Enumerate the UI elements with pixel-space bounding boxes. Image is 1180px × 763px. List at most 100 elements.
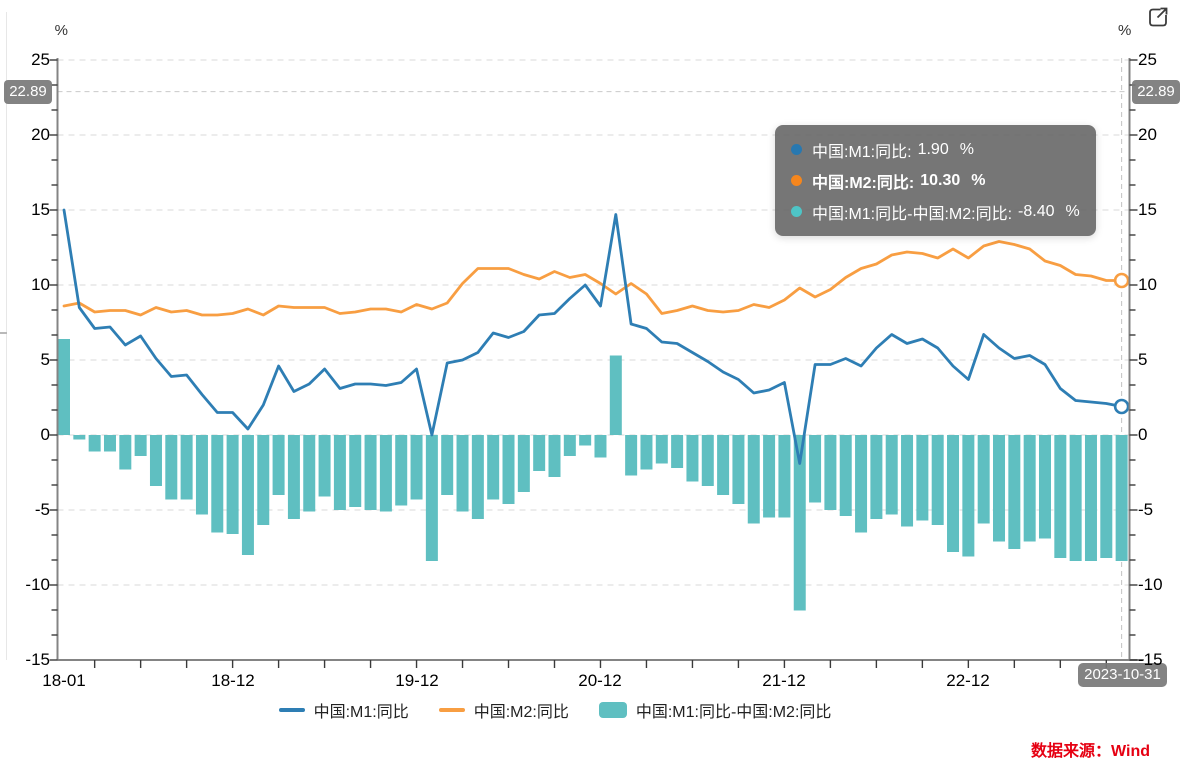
tooltip-series-value: 1.90 [917, 140, 949, 158]
bar-m1-m2-diff [58, 339, 70, 435]
bar-m1-m2-diff [272, 435, 285, 495]
bar-m1-m2-diff [931, 435, 944, 525]
bar-m1-m2-diff [241, 435, 254, 555]
tooltip-series-label: 中国:M2:同比: [812, 174, 915, 192]
legend-item[interactable]: 中国:M2:同比 [438, 698, 569, 722]
bar-m1-m2-diff [103, 435, 116, 452]
bar-m1-m2-diff [885, 435, 898, 515]
bar-m1-m2-diff [763, 435, 776, 518]
x-axis-tick-label: 20-12 [578, 671, 622, 690]
bar-m1-m2-diff [1054, 435, 1067, 558]
y-crosshair-badge-right: 22.89 [1132, 80, 1180, 104]
legend-line-swatch-icon [438, 708, 465, 712]
bar-m1-m2-diff [149, 435, 162, 486]
bar-m1-m2-diff [517, 435, 530, 492]
y-axis-tick-label: 20 [31, 125, 50, 144]
bar-m1-m2-diff [1100, 435, 1113, 558]
tooltip-series-label: 中国:M1:同比: [812, 143, 912, 161]
bar-m1-m2-diff [165, 435, 178, 500]
y-axis-tick-label: 0 [1138, 425, 1148, 444]
bar-m1-m2-diff [456, 435, 469, 512]
line-m2-yoy [62, 240, 1123, 317]
bar-m1-m2-diff [916, 435, 929, 521]
bar-m1-m2-diff [1038, 435, 1051, 539]
bar-m1-m2-diff [1115, 435, 1128, 561]
bar-m1-m2-diff [533, 435, 546, 471]
line-m1-yoy [62, 208, 1123, 465]
left-edge-panel-tick [0, 332, 7, 334]
marker-m1-last [1113, 398, 1130, 415]
bar-m1-m2-diff [671, 435, 684, 468]
y-axis-tick-label: 10 [31, 275, 50, 294]
open-in-new-window-icon[interactable] [1146, 4, 1170, 30]
bar-m1-m2-diff [303, 435, 316, 512]
tooltip-row: 中国:M2:同比: 10.30% [791, 165, 1080, 196]
bar-m1-m2-diff [1069, 435, 1082, 561]
bar-m1-m2-diff [211, 435, 224, 533]
y-axis-tick-label: -15 [1138, 650, 1163, 669]
bar-m1-m2-diff [625, 435, 638, 476]
bar-m1-m2-diff [870, 435, 883, 519]
bar-m1-m2-diff [226, 435, 239, 534]
bar-m1-m2-diff [947, 435, 960, 552]
y-axis-tick-label: 20 [1138, 125, 1157, 144]
bar-m1-m2-diff [73, 435, 86, 440]
x-axis-tick-label: 18-01 [42, 671, 86, 690]
bar-m1-m2-diff [977, 435, 990, 524]
bar-m1-m2-diff [686, 435, 699, 482]
legend-item[interactable]: 中国:M1:同比 [278, 698, 409, 722]
legend-line-swatch-icon [278, 708, 305, 712]
bar-m1-m2-diff [1023, 435, 1036, 542]
bar-m1-m2-diff [594, 435, 607, 458]
bar-m1-m2-diff [257, 435, 270, 525]
bar-m1-m2-diff [441, 435, 454, 495]
y-crosshair-badge-left: 22.89 [4, 80, 52, 104]
data-source-label: 数据来源：Wind [1031, 743, 1150, 760]
tooltip-series-value: 10.30 [920, 171, 961, 189]
bar-m1-m2-diff [993, 435, 1006, 542]
bar-m1-m2-diff [88, 435, 101, 452]
y-axis-tick-label: 10 [1138, 275, 1157, 294]
bar-m1-m2-diff [1008, 435, 1021, 549]
y-axis-tick-label: -10 [25, 575, 50, 594]
y-axis-unit-right: % [1118, 22, 1132, 39]
x-axis-tick-label: 18-12 [211, 671, 255, 690]
y-axis-tick-label: -15 [25, 650, 50, 669]
x-axis-tick-label: 21-12 [762, 671, 806, 690]
bar-m1-m2-diff [732, 435, 745, 504]
series-dot-icon [791, 144, 802, 155]
bar-m1-m2-diff [793, 435, 806, 611]
bar-m1-m2-diff [655, 435, 668, 464]
bar-m1-m2-diff [425, 435, 438, 561]
legend-label: 中国:M1:同比-中国:M2:同比 [635, 704, 832, 721]
bar-m1-m2-diff [349, 435, 362, 507]
y-axis-tick-label: -5 [1138, 500, 1154, 519]
bar-m1-m2-diff [962, 435, 975, 557]
bar-m1-m2-diff [548, 435, 561, 477]
legend: 中国:M1:同比 中国:M2:同比 中国:M1:同比-中国:M2:同比 [0, 698, 1110, 722]
bar-m1-m2-diff [195, 435, 208, 515]
tooltip-series-label: 中国:M1:同比-中国:M2:同比: [812, 205, 1013, 223]
bar-m1-m2-diff [747, 435, 760, 524]
bar-m1-m2-diff [180, 435, 193, 500]
bar-m1-m2-diff [563, 435, 576, 456]
bar-m1-m2-diff [778, 435, 791, 518]
legend-item[interactable]: 中国:M1:同比-中国:M2:同比 [598, 698, 832, 722]
tooltip-series-value: -8.40 [1018, 202, 1055, 220]
bar-m1-m2-diff [487, 435, 500, 500]
y-axis-tick-label: -10 [1138, 575, 1163, 594]
legend-label: 中国:M1:同比 [313, 704, 409, 721]
bar-m1-m2-diff [364, 435, 377, 510]
y-axis-tick-label: 25 [31, 50, 50, 69]
bar-m1-m2-diff [609, 355, 622, 435]
y-axis-tick-label: 5 [40, 350, 50, 369]
tooltip-row: 中国:M1:同比: 1.90% [791, 134, 1080, 165]
y-axis-tick-label: 25 [1138, 50, 1157, 69]
x-axis-tick-label: 22-12 [946, 671, 990, 690]
bar-m1-m2-diff [287, 435, 300, 519]
tooltip-series-unit: % [1065, 202, 1080, 220]
y-axis-tick-label: 0 [40, 425, 50, 444]
bar-m1-m2-diff [134, 435, 147, 456]
